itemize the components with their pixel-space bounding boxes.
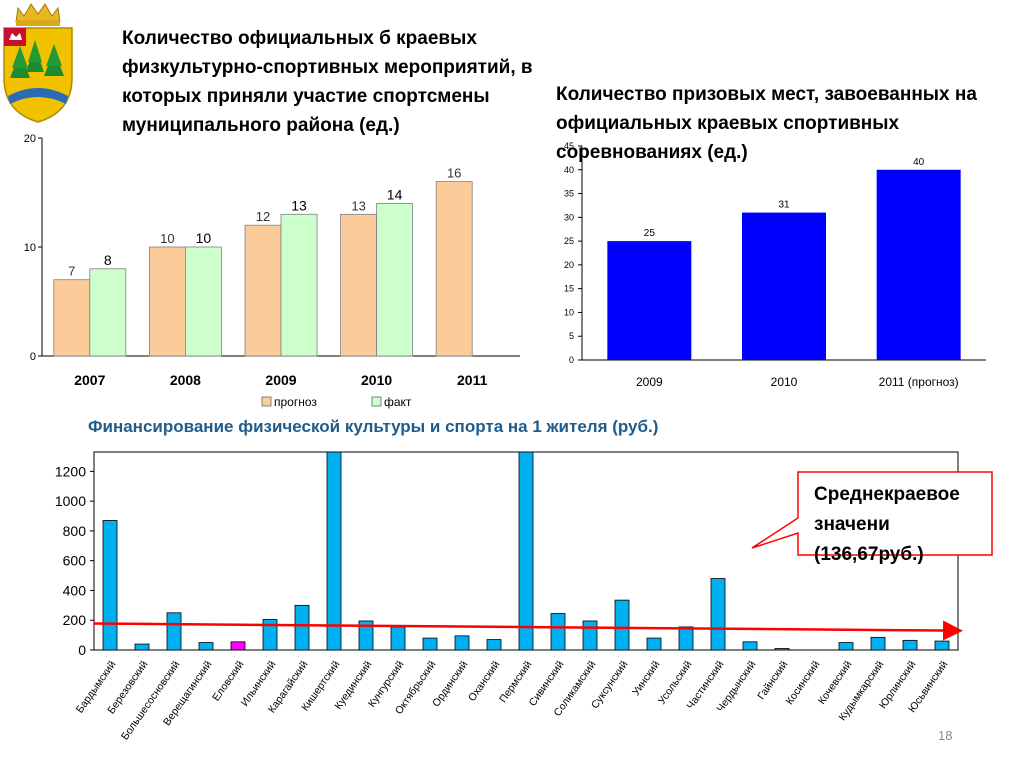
prize-bar — [876, 169, 961, 360]
bar-forecast — [340, 213, 378, 357]
bar-forecast — [435, 181, 473, 357]
y-tick-label: 600 — [63, 553, 87, 569]
category-label: 2010 — [771, 375, 798, 389]
y-tick-label: 200 — [63, 612, 87, 628]
category-label: 2010 — [361, 372, 392, 388]
funding-bar — [326, 451, 342, 651]
y-tick-label: 1200 — [55, 463, 86, 479]
category-label: 2008 — [170, 372, 201, 388]
category-label: Гайнский — [755, 659, 790, 702]
right-chart-title: Количество призовых мест, завоеванных на… — [556, 84, 977, 163]
category-label: Уинский — [630, 659, 663, 698]
legend-swatch — [261, 396, 272, 407]
funding-bar — [262, 619, 278, 651]
bar-value-label: 16 — [447, 166, 461, 181]
funding-bar — [198, 642, 214, 651]
funding-bar — [134, 643, 150, 651]
category-label: Большесосновский — [119, 659, 183, 743]
funding-bar — [358, 620, 374, 651]
y-tick-label: 15 — [564, 284, 574, 294]
category-label: 2009 — [636, 375, 663, 389]
funding-chart-title: Финансирование физической культуры и спо… — [88, 417, 659, 436]
bar-forecast — [148, 246, 186, 357]
funding-bar — [486, 639, 502, 651]
bar-value-label: 31 — [778, 200, 790, 211]
funding-bar — [710, 578, 726, 651]
funding-bar — [614, 599, 630, 651]
legend-label: факт — [384, 395, 412, 409]
bar-value-label: 13 — [351, 198, 365, 213]
category-label: 2009 — [265, 372, 296, 388]
callout-text: Среднекраевое значени (136,67руб.) — [814, 484, 960, 565]
y-tick-label: 20 — [564, 260, 574, 270]
bar-value-label: 10 — [160, 231, 174, 246]
funding-bar — [390, 626, 406, 651]
bar-value-label: 12 — [256, 209, 270, 224]
legend-label: прогноз — [274, 395, 317, 409]
category-label: 2011 (прогноз) — [879, 375, 959, 389]
funding-bar — [870, 636, 886, 651]
y-tick-label: 0 — [30, 351, 36, 363]
y-tick-label: 800 — [63, 523, 87, 539]
funding-bar — [550, 613, 566, 651]
bar-value-label: 7 — [68, 264, 75, 279]
y-tick-label: 40 — [564, 165, 574, 175]
bar-fact — [184, 246, 222, 357]
bar-forecast — [244, 224, 282, 357]
funding-bar — [902, 639, 918, 651]
bar-fact — [280, 213, 318, 357]
category-label: 2011 — [457, 372, 488, 388]
y-tick-label: 35 — [564, 189, 574, 199]
funding-bar — [582, 620, 598, 651]
bar-value-label: 13 — [291, 197, 307, 213]
y-tick-label: 20 — [24, 133, 36, 145]
y-tick-label: 30 — [564, 212, 574, 222]
funding-bar — [518, 451, 534, 651]
funding-bar — [742, 641, 758, 651]
y-tick-label: 0 — [78, 642, 86, 658]
funding-bar — [166, 612, 182, 651]
funding-bar — [934, 640, 950, 651]
y-tick-label: 25 — [564, 236, 574, 246]
funding-bar — [294, 604, 310, 651]
y-tick-label: 0 — [569, 355, 574, 365]
bar-fact — [376, 203, 414, 357]
funding-bar — [678, 626, 694, 651]
bar-value-label: 14 — [387, 186, 403, 202]
funding-bar — [230, 641, 246, 651]
funding-bar — [102, 520, 118, 651]
legend-swatch — [371, 396, 382, 407]
y-tick-label: 45 — [564, 141, 574, 151]
y-tick-label: 1000 — [55, 493, 86, 509]
bar-value-label: 25 — [644, 228, 656, 239]
y-tick-label: 10 — [564, 307, 574, 317]
events-chart: 0 10 20 7 8 10 10 12 13 13 14 16 2007 2008 2009 2010 2… — [24, 133, 520, 409]
funding-bar — [454, 635, 470, 651]
callout-box — [751, 471, 993, 556]
slide-number: 18 — [938, 728, 953, 743]
prizes-chart: 0 5 10 15 20 25 30 35 40 45 25 31 40 2009 2010 2011 (… — [564, 141, 986, 389]
prize-bar — [742, 212, 826, 360]
y-tick-label: 5 — [569, 331, 574, 341]
average-trend-line — [93, 620, 963, 641]
category-label: 2007 — [74, 372, 105, 388]
funding-bar — [838, 642, 854, 651]
funding-bar — [774, 648, 790, 651]
funding-bar — [422, 637, 438, 651]
y-tick-label: 400 — [63, 582, 87, 598]
bar-value-label: 10 — [196, 230, 212, 246]
funding-bar — [646, 637, 662, 651]
bar-forecast — [53, 279, 91, 357]
prize-bar — [607, 241, 692, 360]
bar-value-label: 8 — [104, 252, 112, 268]
left-chart-title: Количество официальных б краевых физкуль… — [122, 28, 533, 136]
coat-of-arms-icon — [3, 3, 73, 123]
y-tick-label: 10 — [24, 242, 36, 254]
bar-fact — [89, 268, 127, 357]
bar-value-label: 40 — [913, 157, 925, 168]
